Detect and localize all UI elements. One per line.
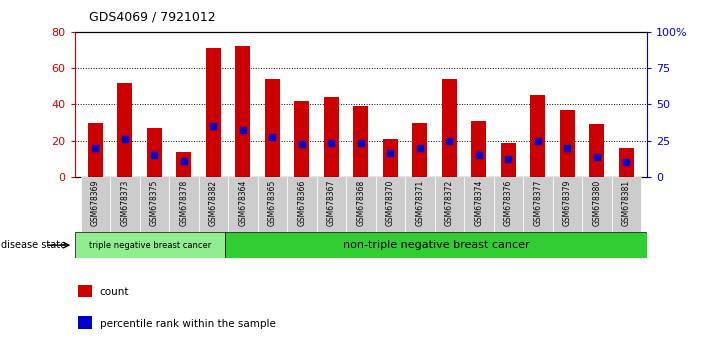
Bar: [530, 95, 545, 177]
Bar: [287, 177, 316, 232]
Text: percentile rank within the sample: percentile rank within the sample: [100, 319, 275, 329]
Bar: [324, 97, 338, 177]
Bar: [552, 177, 582, 232]
Text: GSM678378: GSM678378: [179, 180, 188, 226]
Bar: [523, 177, 552, 232]
Bar: [294, 101, 309, 177]
Text: GSM678364: GSM678364: [238, 180, 247, 226]
Bar: [265, 79, 279, 177]
Bar: [235, 46, 250, 177]
Bar: [88, 122, 102, 177]
Bar: [228, 177, 257, 232]
Text: GSM678372: GSM678372: [445, 180, 454, 226]
Bar: [147, 128, 161, 177]
Bar: [78, 316, 92, 329]
Bar: [611, 177, 641, 232]
Bar: [471, 121, 486, 177]
Bar: [346, 177, 375, 232]
Bar: [75, 232, 225, 258]
Bar: [206, 48, 220, 177]
Text: GSM678382: GSM678382: [209, 180, 218, 226]
Text: GSM678373: GSM678373: [120, 180, 129, 226]
Text: GSM678381: GSM678381: [622, 180, 631, 226]
Text: GSM678375: GSM678375: [150, 180, 159, 226]
Text: non-triple negative breast cancer: non-triple negative breast cancer: [343, 240, 530, 250]
Bar: [412, 122, 427, 177]
Bar: [117, 82, 132, 177]
Bar: [619, 148, 634, 177]
Bar: [110, 177, 139, 232]
Bar: [589, 124, 604, 177]
Bar: [560, 110, 574, 177]
Text: GSM678367: GSM678367: [327, 180, 336, 226]
Bar: [405, 177, 434, 232]
Bar: [169, 177, 198, 232]
Text: GSM678371: GSM678371: [415, 180, 424, 226]
Bar: [582, 177, 611, 232]
Bar: [464, 177, 493, 232]
Text: GSM678379: GSM678379: [563, 180, 572, 226]
Text: GSM678374: GSM678374: [474, 180, 483, 226]
Text: GSM678369: GSM678369: [91, 180, 100, 226]
Text: GSM678380: GSM678380: [592, 180, 602, 226]
Bar: [225, 232, 647, 258]
Bar: [176, 152, 191, 177]
Bar: [139, 177, 169, 232]
Text: count: count: [100, 287, 129, 297]
Bar: [198, 177, 228, 232]
Bar: [383, 139, 397, 177]
Text: GSM678365: GSM678365: [268, 180, 277, 226]
Text: GDS4069 / 7921012: GDS4069 / 7921012: [89, 11, 215, 24]
Text: GSM678366: GSM678366: [297, 180, 306, 226]
Text: GSM678368: GSM678368: [356, 180, 365, 226]
Bar: [78, 285, 92, 297]
Bar: [316, 177, 346, 232]
Bar: [80, 177, 110, 232]
Text: GSM678376: GSM678376: [504, 180, 513, 226]
Text: GSM678377: GSM678377: [533, 180, 542, 226]
Bar: [442, 79, 456, 177]
Text: disease state: disease state: [1, 240, 66, 250]
Bar: [353, 106, 368, 177]
Bar: [257, 177, 287, 232]
Text: GSM678370: GSM678370: [386, 180, 395, 226]
Bar: [493, 177, 523, 232]
Bar: [434, 177, 464, 232]
Bar: [501, 143, 515, 177]
Text: triple negative breast cancer: triple negative breast cancer: [89, 241, 211, 250]
Bar: [375, 177, 405, 232]
